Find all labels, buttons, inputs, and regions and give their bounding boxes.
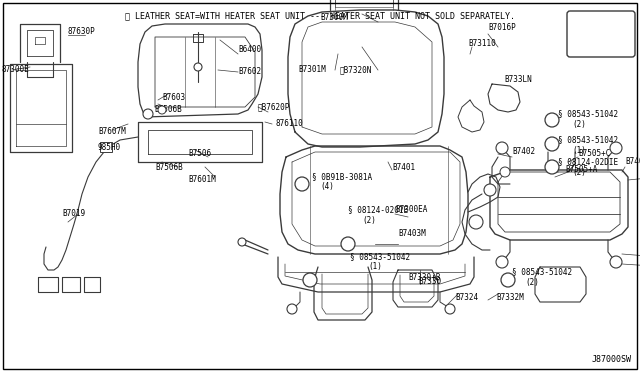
Circle shape <box>545 137 559 151</box>
Text: 985H0: 985H0 <box>98 142 121 151</box>
Text: B7505+A: B7505+A <box>565 166 597 174</box>
Text: § 0B91B-3081A: § 0B91B-3081A <box>312 173 372 182</box>
Circle shape <box>610 256 622 268</box>
Text: § 08124-02DIE: § 08124-02DIE <box>558 157 618 167</box>
Text: (2): (2) <box>525 278 539 286</box>
Circle shape <box>341 237 355 251</box>
Text: § 08543-51042: § 08543-51042 <box>512 267 572 276</box>
Text: 87630P: 87630P <box>68 28 96 36</box>
Text: § 08124-0201E: § 08124-0201E <box>348 205 408 215</box>
Circle shape <box>496 256 508 268</box>
Text: 876110: 876110 <box>275 119 303 128</box>
Text: B73110: B73110 <box>468 39 496 48</box>
Text: S: S <box>550 141 554 147</box>
Text: S: S <box>550 118 554 122</box>
Text: S: S <box>506 278 509 282</box>
Text: B7506B: B7506B <box>155 163 183 171</box>
Text: B7300EA: B7300EA <box>395 205 428 215</box>
Circle shape <box>194 63 202 71</box>
Bar <box>601 21 621 47</box>
Text: B7019: B7019 <box>62 209 85 218</box>
Text: ※B7320N: ※B7320N <box>340 65 372 74</box>
Text: B7300M: B7300M <box>320 13 348 22</box>
Text: § 08543-51042: § 08543-51042 <box>558 135 618 144</box>
Text: B7603: B7603 <box>162 93 185 102</box>
Text: 87300E: 87300E <box>2 65 29 74</box>
Text: ※B7620P: ※B7620P <box>258 103 291 112</box>
Circle shape <box>545 113 559 127</box>
Text: B7330+B: B7330+B <box>408 273 440 282</box>
Text: (2): (2) <box>362 215 376 224</box>
Circle shape <box>500 167 510 177</box>
Circle shape <box>501 273 515 287</box>
Text: B7402: B7402 <box>512 148 535 157</box>
Text: B7324: B7324 <box>455 292 478 301</box>
Circle shape <box>610 142 622 154</box>
Text: B: B <box>550 164 554 170</box>
Text: B7506: B7506 <box>188 150 211 158</box>
Text: B7602: B7602 <box>238 67 261 77</box>
Bar <box>100 142 112 152</box>
Circle shape <box>295 177 309 191</box>
Text: B7403M: B7403M <box>398 230 426 238</box>
Text: B7400: B7400 <box>625 157 640 167</box>
Text: B7016P: B7016P <box>488 22 516 32</box>
Circle shape <box>303 273 317 287</box>
Text: B6400: B6400 <box>238 45 261 55</box>
Text: B7332M: B7332M <box>496 292 524 301</box>
Circle shape <box>158 106 166 114</box>
Text: § 08543-51042: § 08543-51042 <box>350 253 410 262</box>
Text: (4): (4) <box>320 183 334 192</box>
Text: B7330: B7330 <box>418 278 441 286</box>
Circle shape <box>545 160 559 174</box>
Text: B7505+C: B7505+C <box>578 150 611 158</box>
Text: (2): (2) <box>572 119 586 128</box>
Text: S: S <box>346 241 349 247</box>
Circle shape <box>445 304 455 314</box>
Text: B7506B: B7506B <box>154 106 182 115</box>
Text: B7301M: B7301M <box>298 65 326 74</box>
Text: B7401: B7401 <box>392 163 415 171</box>
Circle shape <box>287 304 297 314</box>
Text: (1): (1) <box>572 145 586 154</box>
Text: (1): (1) <box>368 263 382 272</box>
Text: B7607M: B7607M <box>98 128 125 137</box>
Circle shape <box>143 109 153 119</box>
FancyBboxPatch shape <box>567 11 635 57</box>
Circle shape <box>469 215 483 229</box>
Text: § 08543-51042: § 08543-51042 <box>558 109 618 119</box>
Text: B733LN: B733LN <box>504 76 532 84</box>
Text: ※ LEATHER SEAT=WITH HEATER SEAT UNIT --- HEATER SEAT UNIT NOT SOLD SEPARATELY.: ※ LEATHER SEAT=WITH HEATER SEAT UNIT ---… <box>125 11 515 20</box>
Text: N: N <box>300 182 303 186</box>
Circle shape <box>238 238 246 246</box>
Text: S: S <box>308 278 312 282</box>
Text: J87000SW: J87000SW <box>592 355 632 364</box>
Text: (2): (2) <box>572 167 586 176</box>
Circle shape <box>484 184 496 196</box>
Text: B7601M: B7601M <box>188 176 216 185</box>
Bar <box>576 21 596 47</box>
Circle shape <box>496 142 508 154</box>
